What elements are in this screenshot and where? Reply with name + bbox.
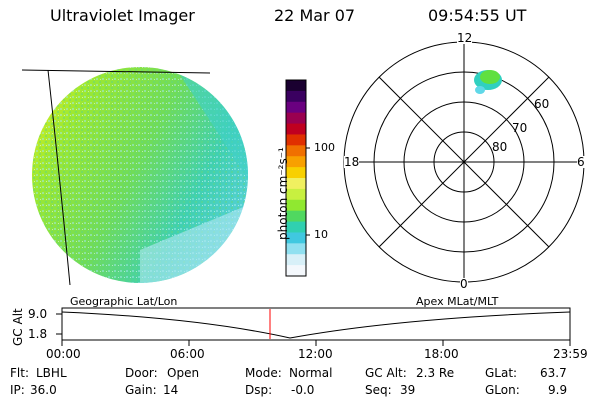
timeline-panel	[56, 307, 571, 346]
info-dsp-label: Dsp:	[245, 383, 273, 397]
colorbar-segment	[286, 145, 306, 157]
info-ip-label: IP:	[10, 383, 25, 397]
mlt-label-0: 0	[460, 277, 468, 291]
timeline-xtick-4: 23:59	[553, 347, 588, 361]
colorbar-label: photon cm⁻²s⁻¹	[276, 147, 290, 240]
colorbar-segment	[286, 221, 306, 233]
info-glon-value: 9.9	[548, 383, 568, 397]
timeline-xtick-2: 12:00	[298, 347, 333, 361]
colorbar-frame	[285, 79, 307, 277]
colorbar-segment	[286, 178, 306, 190]
colorbar-segment	[286, 156, 306, 168]
colorbar-segment	[286, 232, 306, 244]
info-mode-value: Normal	[289, 366, 333, 380]
info-gcalt-value: 2.3 Re	[416, 366, 455, 380]
auroral-patch	[474, 70, 502, 94]
polar-diag-2	[378, 76, 550, 248]
timeline-xtick-3: 18:00	[424, 347, 459, 361]
horizon-line	[21, 69, 211, 74]
colorbar-segment	[286, 188, 306, 201]
time-label: 09:54:55 UT	[428, 6, 527, 25]
info-dsp-value: -0.0	[291, 383, 315, 397]
mlt-label-18: 18	[344, 155, 360, 169]
date-label: 22 Mar 07	[274, 6, 356, 25]
colorbar-segment	[286, 101, 306, 114]
colorbar-segment	[286, 210, 306, 223]
colorbar-segment	[286, 167, 306, 179]
info-flt-label: Flt:	[10, 366, 29, 380]
terminator-line	[47, 69, 71, 286]
colorbar-segment	[286, 80, 306, 92]
colorbar-segment	[286, 90, 306, 103]
timeline-frame	[61, 307, 571, 341]
colorbar-segment	[286, 265, 306, 277]
info-glat-label: GLat:	[485, 366, 518, 380]
info-door-value: Open	[167, 366, 200, 380]
info-mode-label: Mode:	[245, 366, 282, 380]
colorbar-segment	[286, 243, 306, 255]
info-ip-value: 36.0	[30, 383, 57, 397]
mlt-label-6: 6	[577, 155, 585, 169]
lat-label-60: 60	[534, 97, 550, 111]
colorbar-segment	[286, 112, 306, 125]
timeline-xtick-1: 06:00	[170, 347, 205, 361]
colorbar	[285, 79, 310, 277]
altitude-curve	[61, 311, 571, 339]
info-seq-value: 39	[400, 383, 416, 397]
lat-label-80: 80	[492, 140, 508, 154]
info-flt-value: LBHL	[36, 366, 67, 380]
info-gain-value: 14	[163, 383, 179, 397]
timeline-ytick-top: 9.0	[28, 307, 48, 321]
mlt-label-12: 12	[457, 31, 473, 45]
colorbar-segment	[286, 254, 306, 266]
info-gain-label: Gain:	[125, 383, 157, 397]
info-glon-label: GLon:	[485, 383, 520, 397]
uv-image-disk	[21, 67, 248, 286]
info-door-label: Door:	[125, 366, 158, 380]
timeline-ylabel: GC Alt	[11, 308, 25, 346]
colorbar-segment	[286, 123, 306, 135]
colorbar-segment	[286, 134, 306, 146]
info-glat-value: 63.7	[540, 366, 567, 380]
info-seq-label: Seq:	[365, 383, 392, 397]
instrument-title: Ultraviolet Imager	[50, 6, 195, 25]
info-gcalt-label: GC Alt:	[365, 366, 407, 380]
timeline-xtick-0: 00:00	[46, 347, 81, 361]
colorbar-tick-10: 10	[314, 228, 328, 241]
polar-plot	[343, 41, 585, 283]
colorbar-tick-100: 100	[314, 141, 335, 154]
timeline-left-caption: Geographic Lat/Lon	[70, 295, 178, 308]
timeline-right-caption: Apex MLat/MLT	[416, 295, 499, 308]
colorbar-segment	[286, 199, 306, 212]
lat-label-70: 70	[512, 121, 528, 135]
timeline-ytick-bottom: 1.8	[28, 327, 48, 341]
